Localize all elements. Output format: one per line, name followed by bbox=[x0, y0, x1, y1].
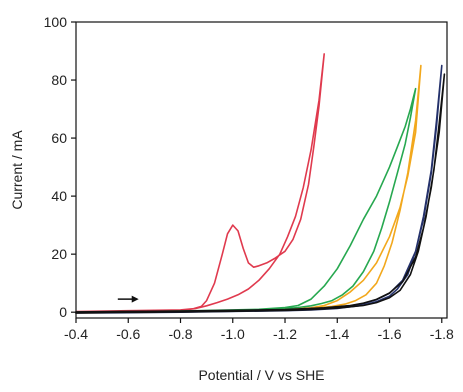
x-tick-label: -1.2 bbox=[273, 326, 297, 342]
scan-direction-arrow bbox=[117, 295, 139, 303]
x-tick-label: -0.4 bbox=[64, 326, 88, 342]
x-tick-label: -0.6 bbox=[116, 326, 140, 342]
x-axis: -0.4 -0.6 -0.8 -1.0 -1.2 -1.4 -1.6 -1.8 bbox=[64, 318, 454, 342]
cv-curve-1 bbox=[75, 53, 325, 313]
x-tick-label: -1.4 bbox=[325, 326, 349, 342]
x-tick-label: -0.8 bbox=[168, 326, 192, 342]
y-tick-label: 100 bbox=[44, 14, 68, 30]
x-axis-title: Potential / V vs SHE bbox=[198, 367, 324, 383]
y-tick-label: 0 bbox=[59, 304, 67, 320]
x-tick-label: -1.6 bbox=[377, 326, 401, 342]
cv-curve-2 bbox=[75, 87, 417, 314]
plot-frame bbox=[75, 21, 448, 319]
y-tick-label: 80 bbox=[51, 72, 67, 88]
y-tick-label: 40 bbox=[51, 188, 67, 204]
x-tick-label: -1.8 bbox=[430, 326, 454, 342]
y-tick-label: 60 bbox=[51, 130, 67, 146]
cv-curve-3 bbox=[75, 64, 422, 314]
y-axis-title: Current / mA bbox=[9, 130, 25, 210]
x-tick-label: -1.0 bbox=[221, 326, 245, 342]
cv-curve-5 bbox=[75, 73, 446, 314]
arrow-head bbox=[131, 295, 139, 303]
cv-curve-4 bbox=[75, 64, 443, 314]
y-axis: 0 20 40 60 80 100 bbox=[44, 14, 76, 320]
curves-layer bbox=[75, 53, 446, 314]
y-tick-label: 20 bbox=[51, 246, 67, 262]
